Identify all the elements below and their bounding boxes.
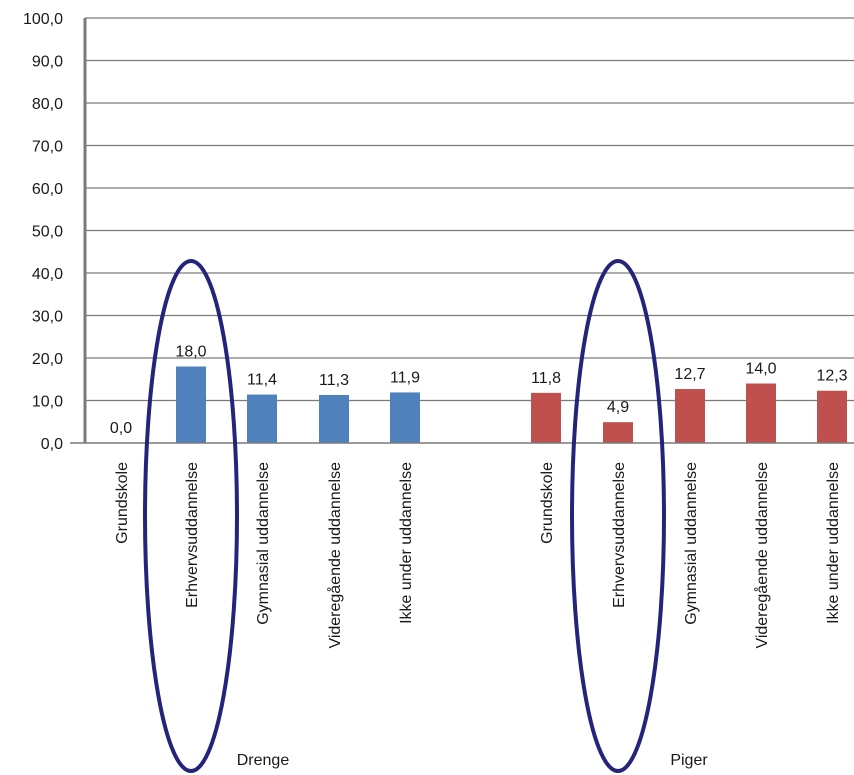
y-tick-label: 40,0 — [32, 266, 63, 283]
category-labels: Grundskole Erhvervsuddannelse Gymnasial ud… — [114, 462, 842, 649]
data-label: 4,9 — [607, 399, 629, 416]
highlight-ellipses — [143, 259, 666, 773]
group-label-piger: Piger — [670, 752, 708, 769]
category-label: Gymnasial uddannelse — [683, 462, 700, 625]
gridlines — [85, 17, 854, 402]
data-label: 11,4 — [247, 372, 277, 389]
category-label: Grundskole — [114, 462, 131, 544]
y-tick-label: 0,0 — [41, 436, 63, 453]
category-label: Grundskole — [539, 462, 556, 544]
bar-drenge-1 — [176, 366, 206, 443]
category-label: Erhvervsuddannelse — [184, 462, 201, 608]
data-label: 0,0 — [110, 420, 132, 437]
bar-piger-3 — [746, 383, 776, 443]
y-tick-label: 90,0 — [32, 54, 63, 71]
bars — [176, 366, 847, 443]
bar-piger-0 — [531, 392, 561, 443]
data-label: 11,9 — [390, 369, 420, 386]
bar-piger-1 — [603, 422, 633, 443]
axes — [70, 18, 854, 444]
y-tick-label: 60,0 — [32, 181, 63, 198]
category-label: Videregående uddannelse — [753, 462, 771, 649]
category-label: Gymnasial uddannelse — [255, 462, 272, 625]
highlight-ellipse — [143, 259, 239, 773]
category-label: Videregående uddannelse — [326, 462, 344, 649]
data-label: 12,7 — [674, 366, 705, 383]
category-label: Ikke under uddannelse — [825, 462, 842, 624]
category-label: Erhvervsuddannelse — [611, 462, 628, 608]
y-axis-tick-labels: 0,0 10,0 20,0 30,0 40,0 50,0 60,0 70,0 80,0 90,0 1… — [23, 11, 63, 453]
bar-drenge-3 — [319, 394, 349, 443]
y-tick-label: 20,0 — [32, 351, 63, 368]
data-label: 12,3 — [816, 368, 847, 385]
bar-piger-2 — [675, 389, 705, 443]
data-label: 18,0 — [175, 344, 206, 361]
y-tick-label: 100,0 — [23, 11, 63, 28]
data-label: 11,8 — [531, 370, 561, 387]
category-label: Ikke under uddannelse — [398, 462, 415, 624]
bar-drenge-2 — [247, 394, 277, 443]
bar-drenge-4 — [390, 392, 420, 443]
data-label: 11,3 — [319, 372, 349, 389]
highlight-ellipse — [570, 259, 666, 773]
y-tick-label: 10,0 — [32, 394, 63, 411]
y-tick-label: 80,0 — [32, 96, 63, 113]
group-labels: Drenge Piger — [237, 752, 709, 769]
y-tick-label: 30,0 — [32, 309, 63, 326]
data-labels: 0,0 18,0 11,4 11,3 11,9 11,8 4,9 12,7 14,0 12,3 — [110, 344, 848, 438]
y-tick-label: 50,0 — [32, 224, 63, 241]
bar-piger-4 — [817, 390, 847, 443]
group-label-drenge: Drenge — [237, 752, 290, 769]
y-tick-label: 70,0 — [32, 139, 63, 156]
data-label: 14,0 — [745, 361, 776, 378]
